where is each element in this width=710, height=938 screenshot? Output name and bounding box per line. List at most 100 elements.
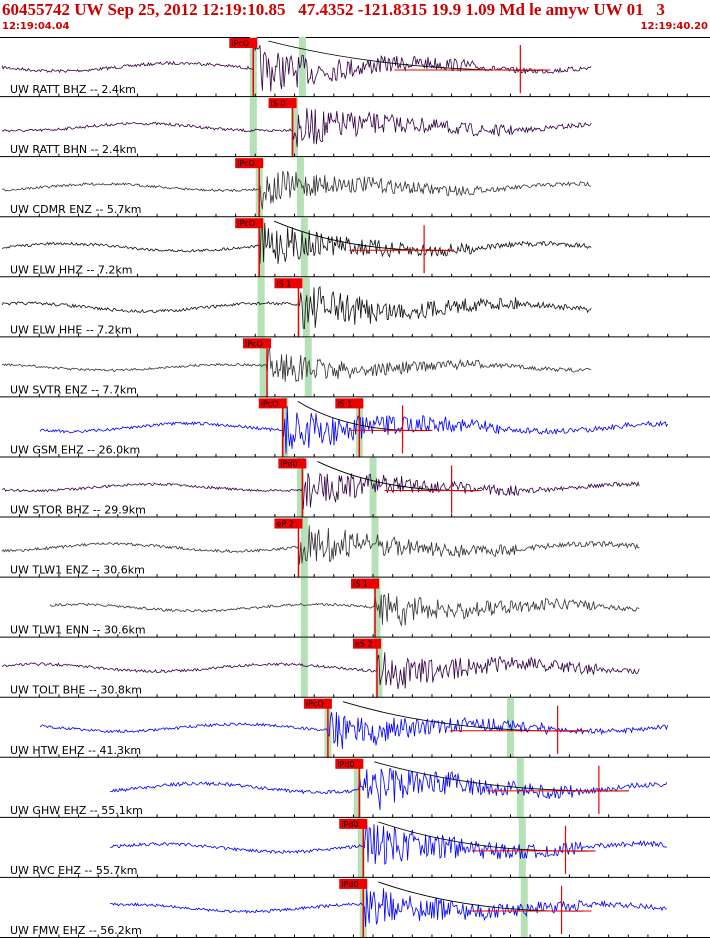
- station-label: UW STOR BHZ -- 29.9km: [10, 504, 146, 517]
- trace-row: iPd0 UW STOR BHZ -- 29.9km: [0, 457, 710, 518]
- end-time-label: 12:19:40.20: [640, 21, 708, 32]
- phase-window: [300, 577, 308, 638]
- trace-row: iPcO UW ELW HHZ -- 7.2km: [0, 217, 710, 278]
- phase-window: [291, 97, 299, 158]
- trace-row: iPcO iS 1 UW GSM EHZ -- 26.0km: [0, 397, 710, 458]
- waveform: [1, 652, 640, 689]
- coda-curve: [268, 40, 551, 71]
- pick-box: [352, 638, 381, 649]
- pick-label: iS 1: [337, 399, 352, 408]
- trace-row: iPd0 UW GHW EHZ -- 55.1km: [0, 757, 710, 818]
- trace-row: eS 2 UW TOLT BHE -- 30.8km: [0, 637, 710, 698]
- phase-window: [518, 817, 526, 878]
- station-label: UW FMW EHZ -- 56.2km: [10, 924, 142, 937]
- phase-window: [296, 457, 304, 518]
- trace-row: iPcO UW RATT BHZ -- 2.4km: [0, 37, 710, 98]
- station-label: UW RATT BHZ -- 2.4km: [10, 83, 136, 96]
- trace-row: iPcO UW HTW EHZ -- 41.3km: [0, 697, 710, 758]
- phase-window: [304, 337, 312, 398]
- trace-row: iS 0 UW RATT BHN -- 2.4km: [0, 97, 710, 158]
- start-time-label: 12:19:04.04: [2, 21, 70, 32]
- pick-label: eS 2: [355, 640, 373, 649]
- waveform: [1, 108, 592, 148]
- station-label: UW ELW HHZ -- 7.2km: [10, 263, 132, 276]
- waveform: [109, 768, 668, 811]
- phase-window: [257, 217, 265, 278]
- trace-row: iS 1 UW TLW1 ENN -- 30.6km: [0, 577, 710, 638]
- phase-window: [353, 757, 361, 818]
- pick-box: [235, 218, 264, 229]
- trace-row: iS 1 UW ELW HHE -- 7.2km: [0, 277, 710, 338]
- phase-window: [371, 517, 379, 578]
- pick-box: [335, 758, 364, 769]
- pick-box: [303, 698, 332, 709]
- phase-window: [302, 277, 310, 338]
- phase-window: [520, 877, 528, 938]
- waveform: [1, 472, 640, 510]
- pick-box: [274, 278, 303, 289]
- phase-window: [257, 277, 265, 338]
- pick-box: [235, 158, 264, 169]
- waveform: [1, 170, 592, 210]
- pick-label: iPcO: [306, 700, 324, 709]
- station-label: UW TOLT BHE -- 30.8km: [10, 684, 142, 697]
- event-title: 60455742 UW Sep 25, 2012 12:19:10.85 47.…: [2, 0, 665, 19]
- waveform: [109, 888, 667, 928]
- pick-box: [339, 878, 368, 889]
- waveform: [1, 525, 640, 565]
- pick-box: [339, 818, 368, 829]
- pick-label: eP 2: [276, 520, 293, 529]
- pick-label: iS 1: [276, 279, 291, 288]
- trace-row: iPcO UW SVTR ENZ -- 7.7km: [0, 337, 710, 398]
- pick-label: iS 1: [353, 580, 368, 589]
- waveform: [109, 821, 668, 865]
- pick-label: iPcO: [237, 159, 255, 168]
- pick-label: iPd0: [337, 760, 354, 769]
- station-label: UW GHW EHZ -- 55.1km: [10, 804, 143, 817]
- phase-window: [300, 637, 308, 698]
- pick-label: iPd0: [341, 880, 358, 889]
- phase-window: [249, 97, 257, 158]
- station-label: UW HTW EHZ -- 41.3km: [10, 744, 141, 757]
- pick-label: iPcO: [245, 339, 263, 348]
- pick-box: [335, 398, 364, 409]
- waveform: [1, 285, 592, 330]
- pick-label: iS 0: [271, 99, 286, 108]
- waveform: [49, 592, 640, 627]
- pick-box: [274, 518, 303, 529]
- phase-window: [300, 217, 308, 278]
- waveform: [1, 346, 592, 383]
- phase-window: [259, 337, 267, 398]
- phase-window: [357, 817, 365, 878]
- station-label: UW GSM EHZ -- 26.0km: [10, 443, 140, 456]
- pick-label: iPcO: [231, 39, 249, 48]
- trace-row: iPcO UW CDMR ENZ -- 5.7km: [0, 157, 710, 218]
- pick-box: [278, 458, 307, 469]
- pick-label: iPd0: [280, 459, 297, 468]
- station-label: UW CDMR ENZ -- 5.7km: [10, 203, 141, 216]
- seismogram-panel[interactable]: iPcO UW RATT BHZ -- 2.4km iS 0 UW RATT BHN …: [0, 37, 710, 938]
- pick-label: iPcO: [237, 219, 255, 228]
- trace-row: iPd0 UW FMW EHZ -- 56.2km: [0, 877, 710, 938]
- station-label: UW RVC EHZ -- 55.7km: [10, 864, 137, 877]
- record-header: 60455742 UW Sep 25, 2012 12:19:10.85 47.…: [0, 0, 710, 38]
- phase-window: [298, 37, 306, 98]
- pick-label: iPcO: [261, 399, 279, 408]
- trace-row: eP 2 UW TLW1 ENZ -- 30.6km: [0, 517, 710, 578]
- station-label: UW RATT BHN -- 2.4km: [10, 143, 137, 156]
- pick-box: [351, 578, 380, 589]
- pick-box: [243, 338, 272, 349]
- waveform: [1, 44, 592, 92]
- pick-box: [268, 98, 297, 109]
- station-label: UW TLW1 ENN -- 30.6km: [10, 624, 146, 637]
- phase-window: [296, 157, 304, 218]
- trace-row: iPd0 UW RVC EHZ -- 55.7km: [0, 817, 710, 878]
- pick-box: [229, 38, 258, 48]
- station-label: UW SVTR ENZ -- 7.7km: [10, 383, 137, 396]
- station-label: UW ELW HHE -- 7.2km: [10, 323, 132, 336]
- pick-box: [258, 398, 287, 409]
- pick-label: iPd0: [341, 820, 358, 829]
- station-label: UW TLW1 ENZ -- 30.6km: [10, 564, 145, 577]
- phase-window: [507, 697, 515, 758]
- waveform: [1, 222, 592, 264]
